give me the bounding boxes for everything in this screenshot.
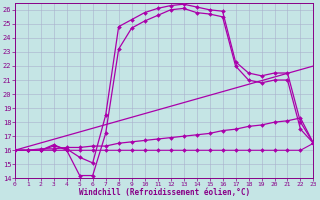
X-axis label: Windchill (Refroidissement éolien,°C): Windchill (Refroidissement éolien,°C): [78, 188, 250, 197]
